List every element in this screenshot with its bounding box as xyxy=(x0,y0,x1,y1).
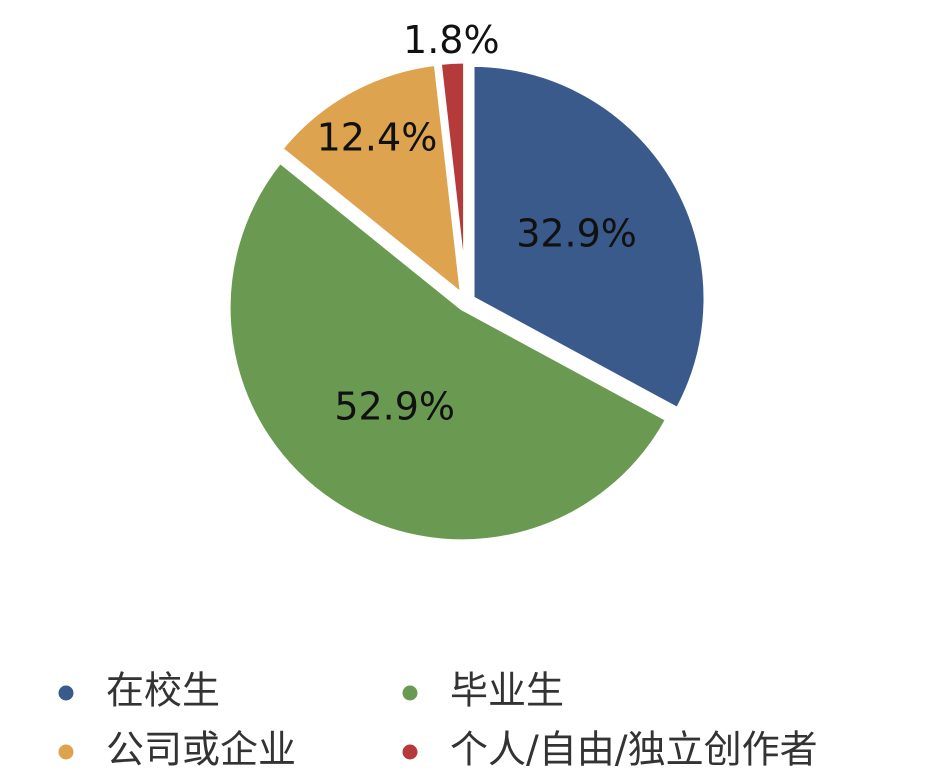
value-label: 52.9% xyxy=(334,385,455,429)
legend-marker xyxy=(55,741,77,763)
legend-label: 毕业生 xyxy=(450,669,564,713)
legend-marker xyxy=(55,682,77,704)
legend-label: 公司或企业 xyxy=(106,728,296,772)
value-label: 12.4% xyxy=(317,116,438,160)
pie-slice xyxy=(436,58,469,296)
pie-slice xyxy=(225,157,672,545)
legend-label: 在校生 xyxy=(106,669,220,713)
value-label: 32.9% xyxy=(516,212,637,256)
legend-marker xyxy=(399,682,421,704)
legend-label: 个人/自由/独立创作者 xyxy=(450,728,818,772)
value-label: 1.8% xyxy=(403,18,500,62)
pie-slice xyxy=(276,60,466,302)
pie-slice xyxy=(469,61,709,414)
legend-marker xyxy=(399,741,421,763)
